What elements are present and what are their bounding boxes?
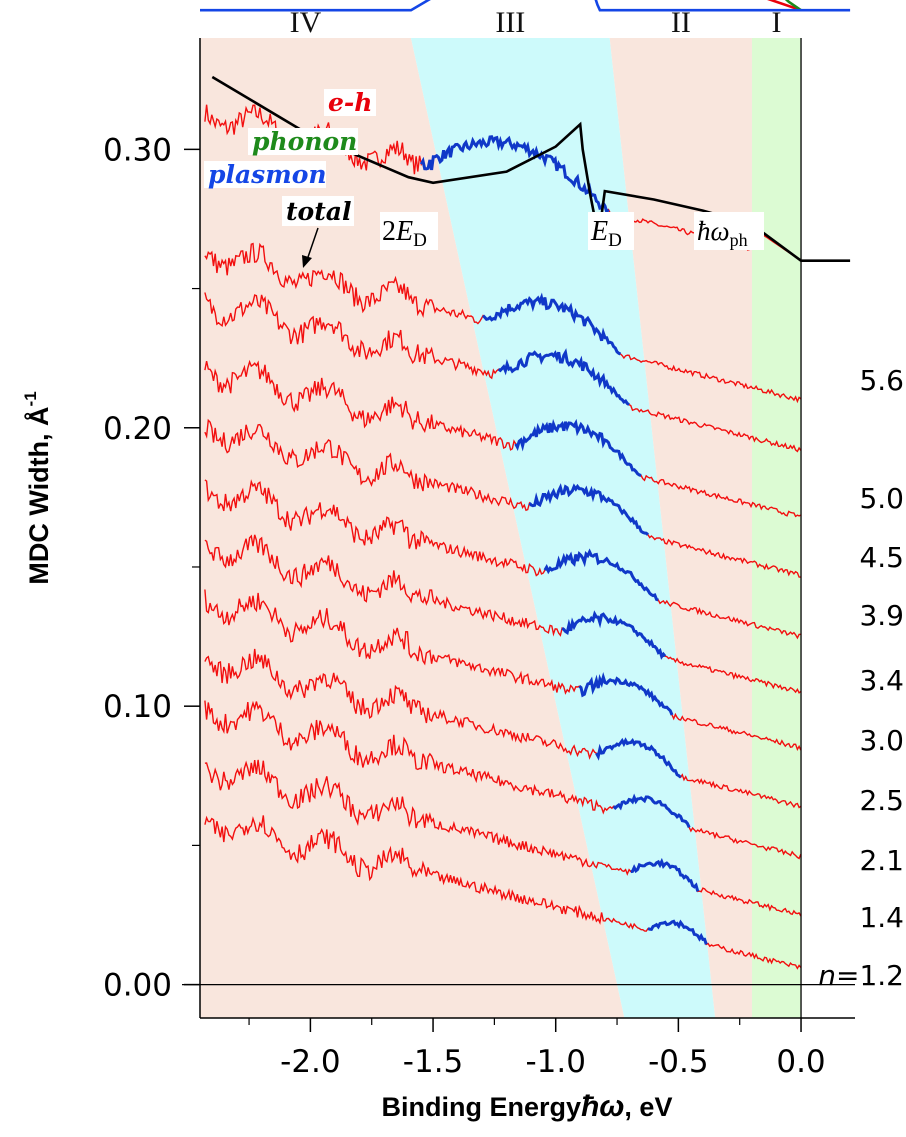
x-tick-label: -2.0 xyxy=(280,1044,341,1080)
region-label-ii: II xyxy=(671,6,691,39)
total-label-bg xyxy=(282,196,354,226)
series-curve-6 xyxy=(204,534,802,694)
x-tick-label: -1.0 xyxy=(525,1044,586,1080)
phonon-label: phonon xyxy=(252,127,357,156)
component-curves xyxy=(200,0,851,12)
density-label: 4.5 xyxy=(859,541,904,574)
y-tick-label: 0.10 xyxy=(103,689,172,725)
y-tick-label: 0.30 xyxy=(103,132,172,168)
y-tick-label: 0.20 xyxy=(103,411,172,447)
axes: -2.0 -1.5 -1.0 -0.5 0.0 0.00 0.10 0.20 0.30 Bindi… xyxy=(21,38,855,1123)
density-label: 3.9 xyxy=(859,599,904,632)
total-label: total xyxy=(286,197,351,226)
density-label: 5.0 xyxy=(859,482,904,515)
series-hump-11 xyxy=(647,919,708,945)
hw-ph-label: ħωph xyxy=(697,216,748,250)
region-i xyxy=(751,38,802,1018)
x-tick-label: -0.5 xyxy=(648,1044,709,1080)
x-axis-title: Binding Energyħω, eV xyxy=(382,1090,673,1123)
region-label-i: I xyxy=(771,6,781,39)
series-hump-0 xyxy=(419,135,610,215)
region-shading xyxy=(200,38,802,1018)
series-curve-10 xyxy=(204,759,802,917)
series-curve-5 xyxy=(204,479,801,640)
series-hump-2 xyxy=(497,348,630,406)
density-label: 1.4 xyxy=(859,901,904,934)
x-tick-label: 0.0 xyxy=(776,1044,825,1080)
e-h-label-bg xyxy=(324,89,376,116)
density-label: 5.6 xyxy=(859,364,904,397)
series-curve-7 xyxy=(204,589,802,751)
series-curve-9 xyxy=(204,700,802,860)
series-hump-1 xyxy=(482,292,622,356)
y-axis-title: MDC Width, Å-1 xyxy=(21,391,54,584)
two-ed-label: 2ED xyxy=(382,216,427,251)
density-label: 3.0 xyxy=(859,724,904,757)
ed-label-bg xyxy=(588,212,634,250)
phonon-label-bg xyxy=(248,128,358,155)
component-plasmon-curve xyxy=(200,0,851,12)
total-arrowhead xyxy=(302,255,312,268)
density-label: 3.4 xyxy=(859,664,904,697)
series-hump-8 xyxy=(595,737,682,779)
e-h-label: e-h xyxy=(328,88,372,117)
series-curve-4 xyxy=(204,418,801,578)
series-hump-10 xyxy=(630,857,700,892)
series-hump-9 xyxy=(612,793,691,829)
region-ii xyxy=(609,38,752,1018)
region-label-iii: III xyxy=(495,6,525,39)
hw-ph-label-bg xyxy=(694,212,764,250)
total-arrow xyxy=(306,227,319,261)
series-hump-6 xyxy=(561,610,667,660)
two-ed-label-bg xyxy=(380,212,438,250)
region-iv xyxy=(200,38,625,1018)
series-hump-7 xyxy=(578,671,674,716)
density-label: n=1.2 xyxy=(818,959,904,992)
plasmon-label: plasmon xyxy=(208,160,327,189)
region-iii xyxy=(410,38,716,1018)
component-phonon-curve xyxy=(784,0,802,12)
series-curve-3 xyxy=(204,359,802,518)
plasmon-label-bg xyxy=(204,161,326,188)
series-hump-3 xyxy=(514,418,642,477)
series-hump-4 xyxy=(528,483,649,536)
series-hump-5 xyxy=(543,548,659,602)
density-label: 2.1 xyxy=(859,844,904,877)
y-tick-label: 0.00 xyxy=(103,968,172,1004)
density-label: 2.5 xyxy=(859,784,904,817)
x-tick-label: -1.5 xyxy=(403,1044,464,1080)
annotations: e-h phonon plasmon total 2ED ED ħωph 5.6 5.0 4.5 3… xyxy=(204,88,904,992)
ed-label: ED xyxy=(590,216,622,251)
series-curve-8 xyxy=(204,648,802,809)
